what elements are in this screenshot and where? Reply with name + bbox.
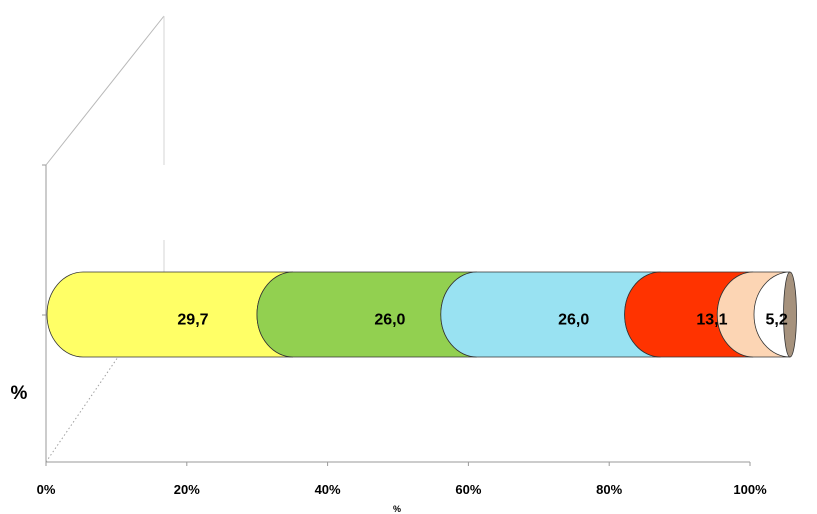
data-label: 26,0 bbox=[558, 312, 589, 329]
data-label: 13,1 bbox=[696, 312, 727, 329]
data-label: 29,7 bbox=[177, 312, 208, 329]
x-axis: 0% 20% 40% 60% 80% 100% bbox=[37, 462, 767, 497]
x-tick-label: 40% bbox=[315, 482, 341, 497]
data-label: 26,0 bbox=[374, 312, 405, 329]
chart-walls bbox=[42, 15, 750, 463]
data-labels: 29,7 26,0 26,0 13,1 5,2 bbox=[177, 312, 787, 329]
x-tick-label: 20% bbox=[174, 482, 200, 497]
y-axis-title: % bbox=[11, 383, 28, 404]
x-tick-label: 100% bbox=[733, 482, 767, 497]
bar-end-cap bbox=[783, 271, 797, 358]
bar-segment bbox=[46, 271, 293, 358]
x-tick-label: 80% bbox=[596, 482, 622, 497]
x-tick-label: 0% bbox=[37, 482, 56, 497]
back-wall-top-edge bbox=[45, 15, 165, 166]
bar-segments bbox=[46, 271, 797, 358]
floor-depth-edge bbox=[45, 356, 119, 463]
x-axis-title: % bbox=[393, 504, 401, 514]
x-tick-label: 60% bbox=[455, 482, 481, 497]
data-label: 5,2 bbox=[765, 312, 787, 329]
